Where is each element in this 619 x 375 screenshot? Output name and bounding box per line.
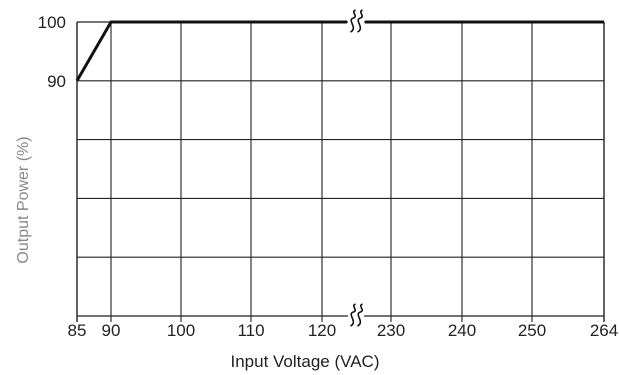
x-tick-label: 120: [308, 321, 336, 340]
x-tick-label: 240: [448, 321, 476, 340]
axis-break-top: [350, 9, 364, 33]
x-tick-label: 230: [377, 321, 405, 340]
axis-break-marks: [350, 9, 364, 327]
x-tick-label: 250: [518, 321, 546, 340]
break-squiggle: [350, 303, 357, 327]
x-tick-label: 110: [237, 321, 264, 340]
x-tick-label: 90: [102, 321, 121, 340]
break-squiggle: [357, 303, 364, 327]
y-axis-label: Output Power (%): [15, 136, 32, 263]
chart-series: [75, 20, 604, 82]
y-tick-labels: 100 90: [38, 13, 66, 91]
x-axis-label: Input Voltage (VAC): [231, 352, 380, 371]
chart-grid: [76, 21, 605, 322]
axis-break-bottom: [350, 303, 364, 327]
series-line: [75, 20, 347, 82]
x-tick-label: 100: [167, 321, 195, 340]
y-tick-label: 90: [47, 72, 66, 91]
x-tick-label: 264: [590, 321, 618, 340]
y-tick-label: 100: [38, 13, 66, 32]
break-squiggle: [350, 9, 357, 33]
break-squiggle: [357, 9, 364, 33]
x-tick-label: 85: [68, 321, 87, 340]
x-tick-labels: 85 90 100 110 120 230 240 250 264: [68, 321, 619, 340]
